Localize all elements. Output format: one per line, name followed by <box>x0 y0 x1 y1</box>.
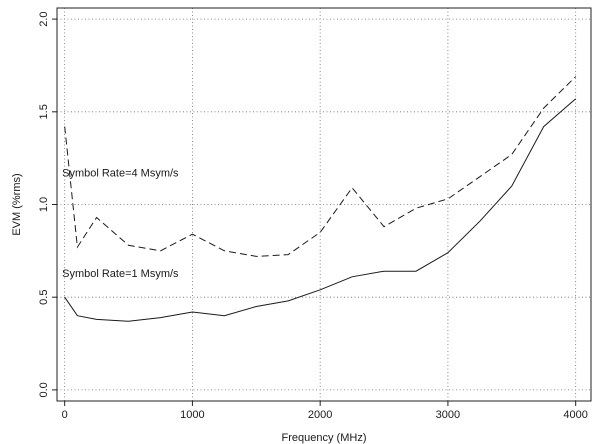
x-tick-label-0: 0 <box>62 409 68 421</box>
x-tick-label-4: 4000 <box>563 409 587 421</box>
series-line-1msym <box>64 98 577 322</box>
series-line-4msym <box>64 76 577 257</box>
x-tick-label-1: 1000 <box>180 409 204 421</box>
labels-layer: 0 1000 2000 3000 4000 0.0 0.5 1.0 1.5 2.0 Symbol R… <box>38 11 588 421</box>
y-tick-label-2: 1.0 <box>38 197 50 212</box>
x-tick-label-3: 3000 <box>436 409 460 421</box>
x-axis-label: Frequency (MHz) <box>282 432 367 444</box>
y-axis-label: EVM (%rms) <box>11 173 23 235</box>
y-tick-label-1: 0.5 <box>38 290 50 305</box>
y-tick-label-3: 1.5 <box>38 104 50 119</box>
annotation-1msym: Symbol Rate=1 Msym/s <box>62 268 179 280</box>
ticks-layer <box>52 18 577 406</box>
series-layer <box>64 76 577 322</box>
x-tick-label-2: 2000 <box>308 409 332 421</box>
y-tick-label-0: 0.0 <box>38 382 50 397</box>
y-tick-label-4: 2.0 <box>38 11 50 26</box>
grid-layer <box>57 8 591 401</box>
annotation-4msym: Symbol Rate=4 Msym/s <box>62 168 179 180</box>
